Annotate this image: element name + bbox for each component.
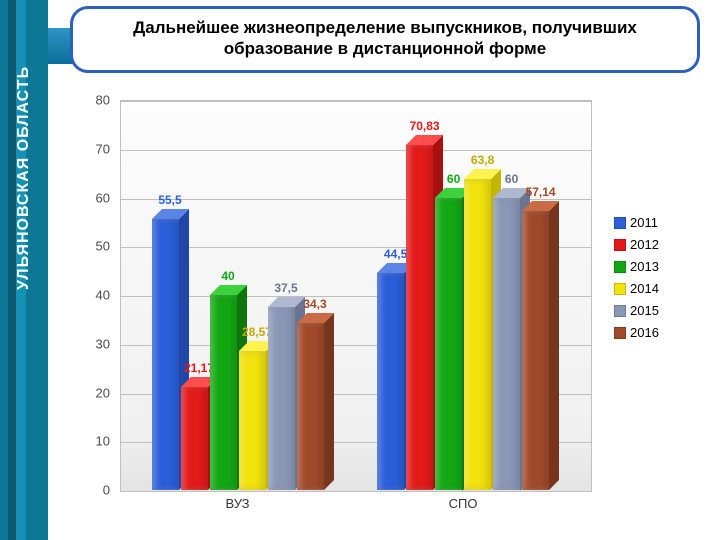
chart-bar [210, 100, 237, 490]
chart-value-label: 40 [221, 269, 234, 283]
chart-bar [239, 100, 266, 490]
chart-value-label: 37,5 [274, 281, 297, 295]
legend-swatch [614, 261, 626, 273]
chart-value-label: 44,5 [384, 247, 407, 261]
chart-y-tick: 40 [80, 288, 110, 303]
legend-swatch [614, 239, 626, 251]
chart-y-tick: 20 [80, 385, 110, 400]
legend-item: 2011 [614, 215, 659, 230]
chart-bar [435, 100, 462, 490]
chart-category-label: ВУЗ [225, 496, 249, 511]
legend-label: 2014 [630, 281, 659, 296]
legend-label: 2012 [630, 237, 659, 252]
chart-value-label: 55,5 [158, 193, 181, 207]
chart: 0102030405060708055,521,174028,5737,534,… [120, 100, 590, 490]
chart-bar [152, 100, 179, 490]
legend-item: 2012 [614, 237, 659, 252]
chart-category-label: СПО [449, 496, 478, 511]
legend-item: 2015 [614, 303, 659, 318]
chart-legend: 2011 2012 2013 2014 2015 2016 [614, 215, 659, 347]
chart-bar [522, 100, 549, 490]
chart-value-label: 63,8 [471, 153, 494, 167]
chart-bar [181, 100, 208, 490]
chart-y-tick: 70 [80, 141, 110, 156]
legend-label: 2011 [630, 215, 658, 230]
chart-y-tick: 30 [80, 336, 110, 351]
chart-gridline [121, 491, 591, 492]
chart-y-tick: 10 [80, 434, 110, 449]
chart-bar [493, 100, 520, 490]
chart-value-label: 34,3 [303, 297, 326, 311]
page-title: Дальнейшее жизнеопределение выпускников,… [70, 6, 700, 73]
legend-swatch [614, 217, 626, 229]
legend-swatch [614, 305, 626, 317]
legend-swatch [614, 283, 626, 295]
chart-value-label: 60 [505, 172, 518, 186]
legend-item: 2016 [614, 325, 659, 340]
legend-item: 2014 [614, 281, 659, 296]
chart-bar [297, 100, 324, 490]
chart-bar [406, 100, 433, 490]
legend-label: 2016 [630, 325, 659, 340]
chart-y-tick: 0 [80, 483, 110, 498]
chart-value-label: 60 [447, 172, 460, 186]
chart-bar [377, 100, 404, 490]
legend-swatch [614, 327, 626, 339]
legend-label: 2015 [630, 303, 659, 318]
chart-y-tick: 60 [80, 190, 110, 205]
chart-y-tick: 80 [80, 93, 110, 108]
legend-label: 2013 [630, 259, 659, 274]
sidebar-region-label: УЛЬЯНОВСКАЯ ОБЛАСТЬ [15, 250, 33, 290]
legend-item: 2013 [614, 259, 659, 274]
chart-y-tick: 50 [80, 239, 110, 254]
chart-value-label: 57,14 [526, 185, 556, 199]
